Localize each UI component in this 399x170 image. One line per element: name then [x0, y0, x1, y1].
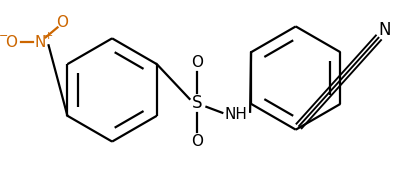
Text: O: O [192, 134, 203, 149]
Text: S: S [192, 94, 203, 112]
Text: −: − [0, 31, 9, 41]
Text: O: O [5, 35, 17, 50]
Text: O: O [57, 15, 69, 30]
Text: N: N [379, 21, 391, 39]
Text: NH: NH [225, 107, 248, 122]
Text: N: N [35, 35, 46, 50]
Text: +: + [44, 31, 53, 41]
Text: O: O [192, 55, 203, 70]
